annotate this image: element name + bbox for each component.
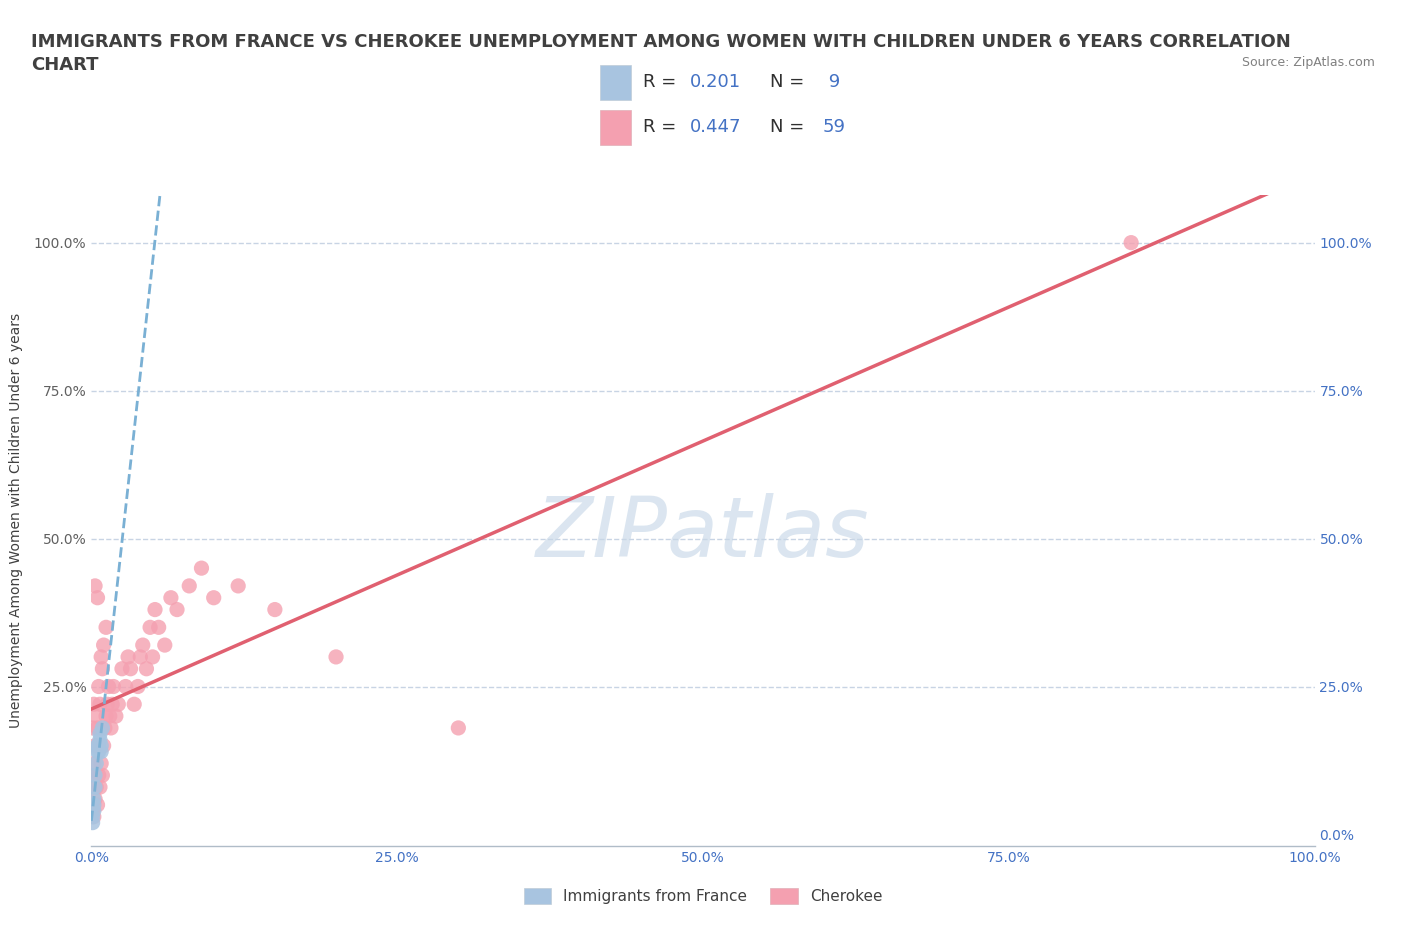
Point — [93, 738, 115, 753]
Text: ZIPatlas: ZIPatlas — [536, 493, 870, 575]
Point — [107, 697, 129, 711]
Point — [93, 638, 115, 653]
Point — [87, 744, 110, 759]
Point — [153, 638, 176, 653]
Point — [86, 591, 108, 605]
Point — [89, 732, 111, 747]
Point — [86, 721, 108, 736]
Text: CHART: CHART — [31, 56, 98, 73]
Point — [82, 816, 104, 830]
Point — [148, 620, 170, 635]
Point — [83, 809, 105, 824]
Text: 0.447: 0.447 — [689, 118, 741, 136]
Point — [226, 578, 249, 593]
Point — [100, 721, 122, 736]
Point — [325, 649, 347, 664]
Point — [129, 649, 152, 664]
Point — [122, 697, 145, 711]
Point — [83, 697, 105, 711]
Point — [82, 768, 104, 783]
Text: IMMIGRANTS FROM FRANCE VS CHEROKEE UNEMPLOYMENT AMONG WOMEN WITH CHILDREN UNDER : IMMIGRANTS FROM FRANCE VS CHEROKEE UNEMP… — [31, 33, 1291, 50]
Text: N =: N = — [770, 73, 810, 91]
Text: 59: 59 — [823, 118, 845, 136]
Point — [84, 779, 107, 794]
Point — [84, 779, 107, 794]
Point — [84, 768, 107, 783]
Point — [91, 768, 114, 783]
Point — [94, 620, 117, 635]
Text: Source: ZipAtlas.com: Source: ZipAtlas.com — [1241, 56, 1375, 69]
Point — [94, 709, 117, 724]
Point — [160, 591, 183, 605]
Point — [202, 591, 225, 605]
Point — [111, 661, 134, 676]
Point — [87, 768, 110, 783]
Text: 0.201: 0.201 — [689, 73, 741, 91]
Point — [90, 738, 112, 753]
Point — [1121, 235, 1143, 250]
Point — [114, 679, 136, 694]
Point — [135, 661, 157, 676]
Y-axis label: Unemployment Among Women with Children Under 6 years: Unemployment Among Women with Children U… — [8, 313, 22, 728]
Point — [86, 797, 108, 812]
Point — [143, 602, 166, 617]
Point — [96, 697, 118, 711]
Point — [104, 709, 127, 724]
Point — [264, 602, 287, 617]
Text: R =: R = — [643, 73, 682, 91]
Point — [87, 679, 110, 694]
Point — [120, 661, 142, 676]
Point — [179, 578, 201, 593]
Point — [86, 744, 108, 759]
Point — [84, 791, 107, 806]
Point — [166, 602, 188, 617]
Point — [127, 679, 149, 694]
Point — [83, 756, 105, 771]
Legend: Immigrants from France, Cherokee: Immigrants from France, Cherokee — [517, 882, 889, 910]
Point — [447, 721, 470, 736]
Point — [82, 804, 104, 818]
Point — [94, 721, 117, 736]
Point — [139, 620, 162, 635]
Text: N =: N = — [770, 118, 810, 136]
Point — [83, 804, 105, 818]
Point — [101, 697, 124, 711]
Text: R =: R = — [643, 118, 682, 136]
Point — [86, 738, 108, 753]
Bar — [600, 110, 631, 145]
Point — [84, 709, 107, 724]
Point — [91, 721, 114, 736]
Point — [89, 726, 111, 741]
Point — [82, 721, 104, 736]
Point — [82, 809, 104, 824]
Bar — [600, 64, 631, 100]
Point — [132, 638, 155, 653]
Point — [89, 779, 111, 794]
Point — [117, 649, 139, 664]
Point — [90, 756, 112, 771]
Point — [84, 578, 107, 593]
Point — [87, 738, 110, 753]
Point — [103, 679, 125, 694]
Point — [190, 561, 212, 576]
Point — [84, 756, 107, 771]
Point — [84, 738, 107, 753]
Point — [90, 744, 112, 759]
Point — [83, 791, 105, 806]
Text: 9: 9 — [823, 73, 839, 91]
Point — [89, 697, 111, 711]
Point — [90, 649, 112, 664]
Point — [141, 649, 163, 664]
Point — [83, 797, 105, 812]
Point — [97, 679, 120, 694]
Point — [98, 709, 121, 724]
Point — [91, 661, 114, 676]
